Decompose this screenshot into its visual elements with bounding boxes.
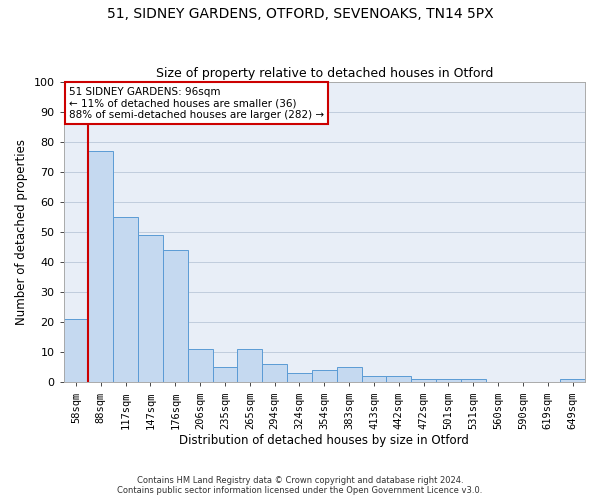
Text: 51, SIDNEY GARDENS, OTFORD, SEVENOAKS, TN14 5PX: 51, SIDNEY GARDENS, OTFORD, SEVENOAKS, T… (107, 8, 493, 22)
Bar (461, 380, 485, 382)
Bar (436, 380, 461, 382)
Bar (238, 350, 262, 382)
Text: Contains HM Land Registry data © Crown copyright and database right 2024.
Contai: Contains HM Land Registry data © Crown c… (118, 476, 482, 495)
Bar (411, 380, 436, 382)
Bar (113, 217, 138, 382)
Bar (337, 368, 362, 382)
Y-axis label: Number of detached properties: Number of detached properties (15, 139, 28, 325)
Bar (64, 320, 88, 382)
Bar (188, 350, 212, 382)
Bar (163, 250, 188, 382)
Bar (386, 376, 411, 382)
Bar (560, 380, 585, 382)
Text: 51 SIDNEY GARDENS: 96sqm
← 11% of detached houses are smaller (36)
88% of semi-d: 51 SIDNEY GARDENS: 96sqm ← 11% of detach… (69, 86, 324, 120)
Bar (362, 376, 386, 382)
Bar (287, 374, 312, 382)
Bar (312, 370, 337, 382)
X-axis label: Distribution of detached houses by size in Otford: Distribution of detached houses by size … (179, 434, 469, 448)
Bar (212, 368, 238, 382)
Title: Size of property relative to detached houses in Otford: Size of property relative to detached ho… (155, 66, 493, 80)
Bar (138, 235, 163, 382)
Bar (262, 364, 287, 382)
Bar (88, 151, 113, 382)
